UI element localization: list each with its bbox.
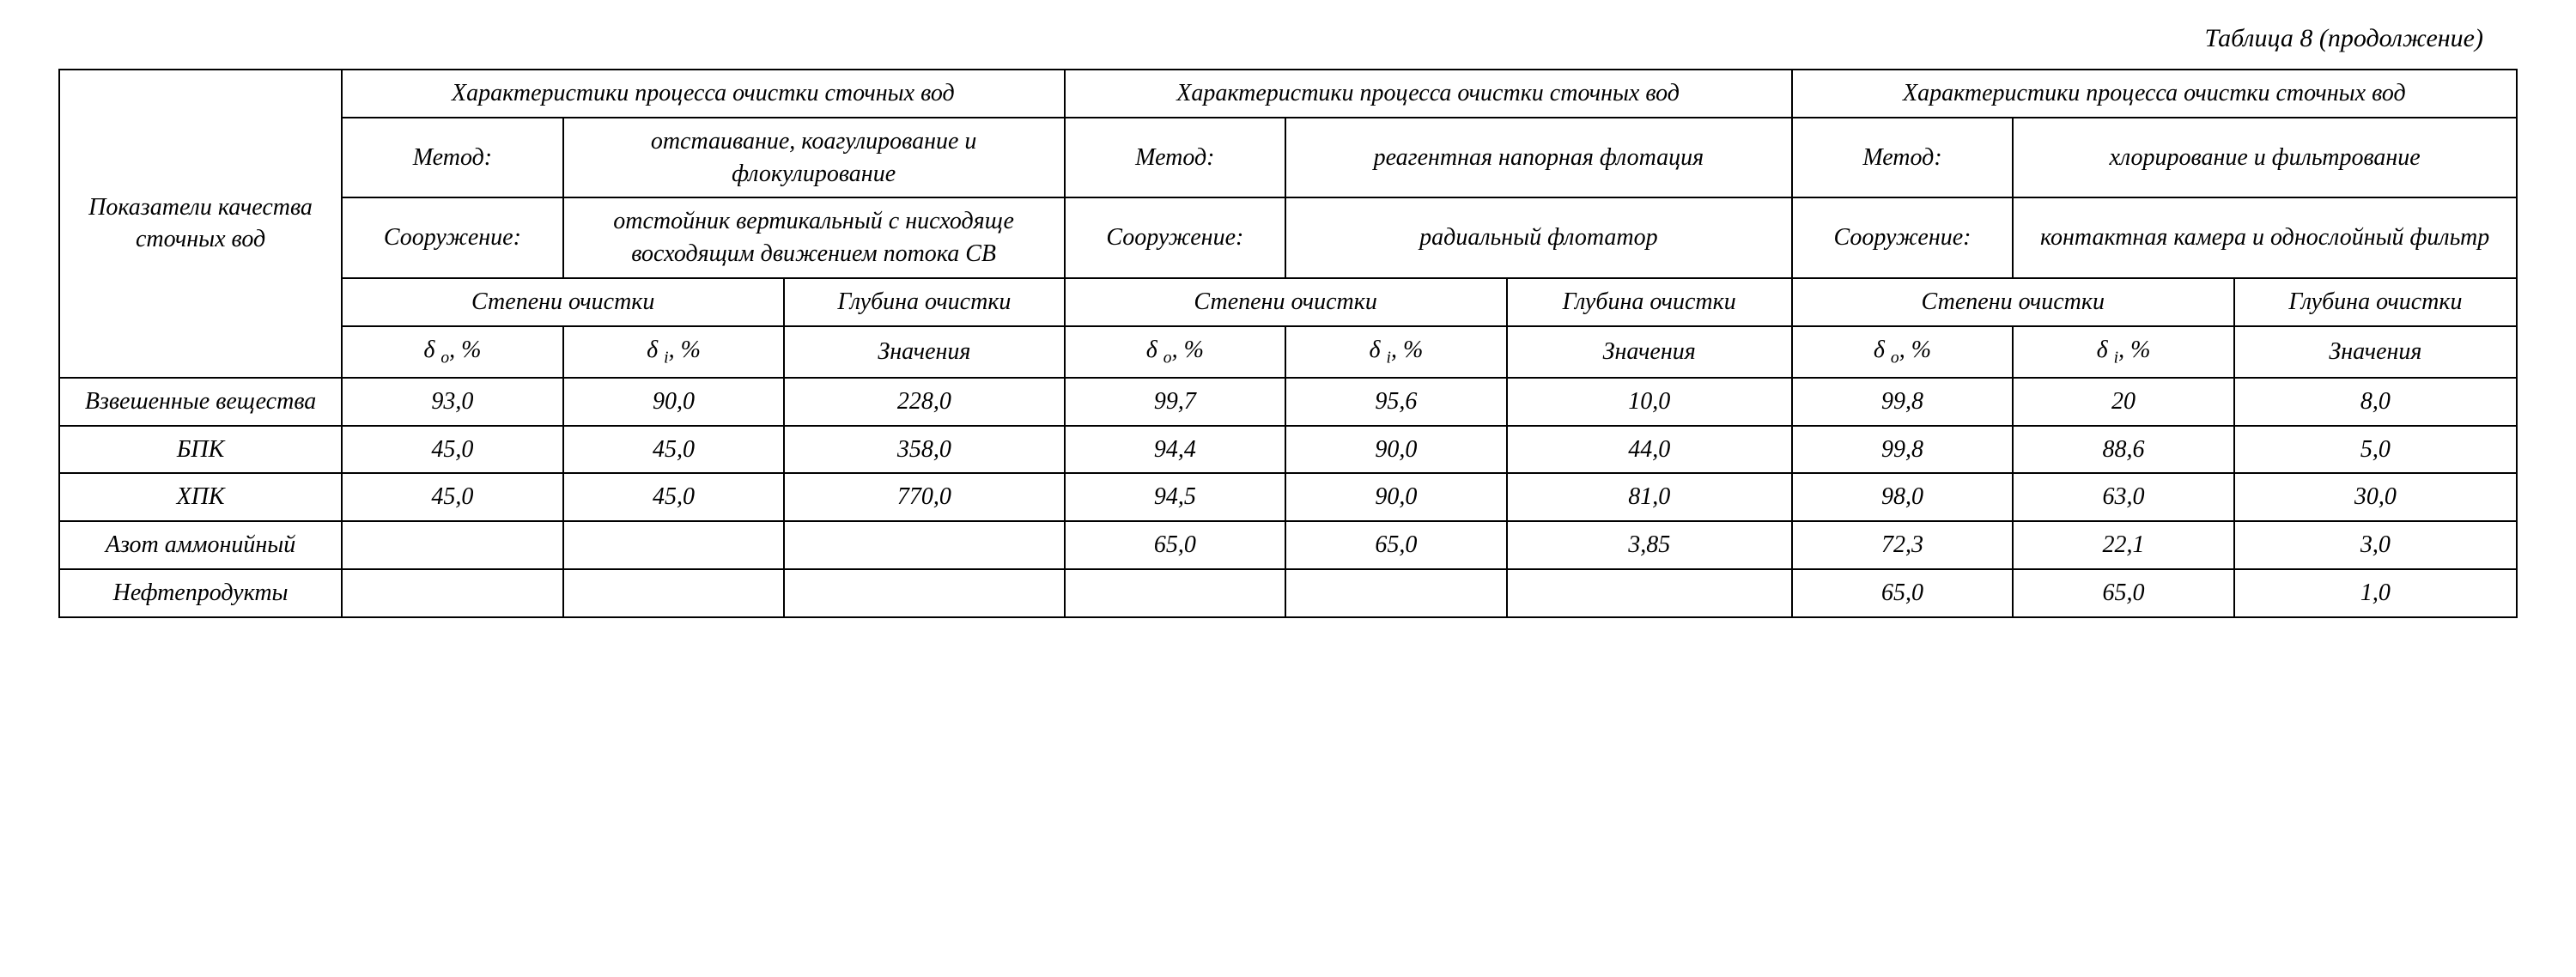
cell [342, 521, 563, 569]
degree-label-3: Степени очистки [1792, 278, 2234, 326]
table-row: Азот аммонийный 65,0 65,0 3,85 72,3 22,1… [59, 521, 2517, 569]
structure-label-1: Сооружение: [342, 197, 563, 278]
degree-label-1: Степени очистки [342, 278, 784, 326]
cell [563, 521, 785, 569]
depth-label-2: Глубина очистки [1507, 278, 1792, 326]
values-label-3: Значения [2234, 326, 2517, 378]
cell: 63,0 [2013, 473, 2234, 521]
delta-i-2: δ i, % [1285, 326, 1507, 378]
cell: 3,85 [1507, 521, 1792, 569]
cell: 45,0 [563, 473, 785, 521]
delta-o-1: δ о, % [342, 326, 563, 378]
method-value-3: хлорирование и фильтрование [2013, 118, 2517, 198]
cell: 22,1 [2013, 521, 2234, 569]
cell [563, 569, 785, 617]
cell: 99,8 [1792, 378, 2014, 426]
structure-value-3: контактная камера и однослойный фильтр [2013, 197, 2517, 278]
structure-label-2: Сооружение: [1065, 197, 1286, 278]
cell [1285, 569, 1507, 617]
delta-i-1: δ i, % [563, 326, 785, 378]
table-row: БПК 45,0 45,0 358,0 94,4 90,0 44,0 99,8 … [59, 426, 2517, 474]
values-label-1: Значения [784, 326, 1064, 378]
cell: 88,6 [2013, 426, 2234, 474]
delta-i-3: δ i, % [2013, 326, 2234, 378]
group1-title: Характеристики процесса очистки сточных … [342, 70, 1064, 118]
header-row-1: Показатели качества сточных вод Характер… [59, 70, 2517, 118]
cell: 30,0 [2234, 473, 2517, 521]
cell: 20 [2013, 378, 2234, 426]
data-table: Показатели качества сточных вод Характер… [58, 69, 2518, 618]
group2-title: Характеристики процесса очистки сточных … [1065, 70, 1792, 118]
method-label-1: Метод: [342, 118, 563, 198]
cell: 45,0 [563, 426, 785, 474]
structure-label-3: Сооружение: [1792, 197, 2014, 278]
cell: 95,6 [1285, 378, 1507, 426]
cell: 228,0 [784, 378, 1064, 426]
cell [784, 521, 1064, 569]
cell: 65,0 [1065, 521, 1286, 569]
table-caption: Таблица 8 (продолжение) [58, 24, 2483, 53]
cell: 81,0 [1507, 473, 1792, 521]
cell: 72,3 [1792, 521, 2014, 569]
cell: 45,0 [342, 426, 563, 474]
delta-o-3: δ о, % [1792, 326, 2014, 378]
cell [1507, 569, 1792, 617]
header-row-symbols: δ о, % δ i, % Значения δ о, % δ i, % Зна… [59, 326, 2517, 378]
cell: 44,0 [1507, 426, 1792, 474]
cell: 10,0 [1507, 378, 1792, 426]
cell: 98,0 [1792, 473, 2014, 521]
cell: 1,0 [2234, 569, 2517, 617]
delta-o-2: δ о, % [1065, 326, 1286, 378]
row-label: Нефтепродукты [59, 569, 342, 617]
method-label-3: Метод: [1792, 118, 2014, 198]
cell: 90,0 [1285, 473, 1507, 521]
row-label: Взвешенные вещества [59, 378, 342, 426]
cell: 90,0 [563, 378, 785, 426]
table-row: Взвешенные вещества 93,0 90,0 228,0 99,7… [59, 378, 2517, 426]
values-label-2: Значения [1507, 326, 1792, 378]
cell: 93,0 [342, 378, 563, 426]
method-label-2: Метод: [1065, 118, 1286, 198]
cell: 770,0 [784, 473, 1064, 521]
cell: 65,0 [1792, 569, 2014, 617]
depth-label-1: Глубина очистки [784, 278, 1064, 326]
structure-value-2: радиальный флотатор [1285, 197, 1792, 278]
cell: 65,0 [2013, 569, 2234, 617]
row-label: Азот аммонийный [59, 521, 342, 569]
header-row-structure: Сооружение: отстойник вертикальный с нис… [59, 197, 2517, 278]
method-value-2: реагентная напорная флотация [1285, 118, 1792, 198]
cell [1065, 569, 1286, 617]
cell: 94,5 [1065, 473, 1286, 521]
cell: 65,0 [1285, 521, 1507, 569]
row-header-label: Показатели качества сточных вод [59, 70, 342, 378]
cell: 8,0 [2234, 378, 2517, 426]
depth-label-3: Глубина очистки [2234, 278, 2517, 326]
degree-label-2: Степени очистки [1065, 278, 1507, 326]
row-label: ХПК [59, 473, 342, 521]
cell [342, 569, 563, 617]
header-row-method: Метод: отстаивание, коагулирование и фло… [59, 118, 2517, 198]
cell: 99,8 [1792, 426, 2014, 474]
cell: 45,0 [342, 473, 563, 521]
cell: 3,0 [2234, 521, 2517, 569]
cell: 99,7 [1065, 378, 1286, 426]
structure-value-1: отстойник вертикальный с нисходяще восхо… [563, 197, 1065, 278]
table-row: ХПК 45,0 45,0 770,0 94,5 90,0 81,0 98,0 … [59, 473, 2517, 521]
cell: 5,0 [2234, 426, 2517, 474]
cell: 94,4 [1065, 426, 1286, 474]
cell: 358,0 [784, 426, 1064, 474]
header-row-degree: Степени очистки Глубина очистки Степени … [59, 278, 2517, 326]
cell: 90,0 [1285, 426, 1507, 474]
row-label: БПК [59, 426, 342, 474]
cell [784, 569, 1064, 617]
table-row: Нефтепродукты 65,0 65,0 1,0 [59, 569, 2517, 617]
group3-title: Характеристики процесса очистки сточных … [1792, 70, 2517, 118]
method-value-1: отстаивание, коагулирование и флокулиров… [563, 118, 1065, 198]
